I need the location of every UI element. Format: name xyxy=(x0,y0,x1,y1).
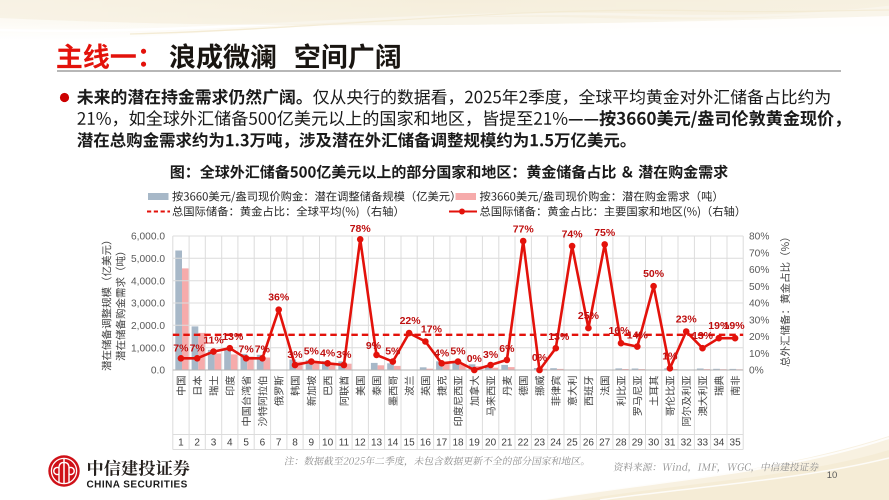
svg-text:14%: 14% xyxy=(627,330,649,342)
svg-text:23: 23 xyxy=(534,438,546,449)
svg-text:0%: 0% xyxy=(749,366,764,377)
svg-text:70%: 70% xyxy=(749,248,769,259)
svg-text:4: 4 xyxy=(227,438,233,449)
svg-text:10: 10 xyxy=(827,470,838,481)
svg-text:11: 11 xyxy=(339,438,350,449)
svg-text:6: 6 xyxy=(260,438,266,449)
svg-text:15: 15 xyxy=(404,438,416,449)
svg-text:8: 8 xyxy=(292,438,298,449)
svg-text:CHINA SECURITIES: CHINA SECURITIES xyxy=(87,480,188,491)
svg-text:29: 29 xyxy=(632,438,644,449)
svg-text:13: 13 xyxy=(371,438,383,449)
svg-text:1,000.0: 1,000.0 xyxy=(131,343,165,354)
svg-text:2,000.0: 2,000.0 xyxy=(131,321,165,332)
svg-text:7%: 7% xyxy=(173,342,189,354)
svg-text:1%: 1% xyxy=(662,350,678,362)
svg-text:30%: 30% xyxy=(749,315,769,326)
svg-text:9%: 9% xyxy=(366,340,382,352)
svg-text:22: 22 xyxy=(518,438,530,449)
svg-text:5%: 5% xyxy=(450,346,466,358)
svg-text:13%: 13% xyxy=(222,331,244,343)
svg-text:0.0: 0.0 xyxy=(151,366,165,377)
svg-text:20: 20 xyxy=(485,438,497,449)
svg-text:75%: 75% xyxy=(594,227,616,239)
svg-text:32: 32 xyxy=(681,438,693,449)
svg-text:34: 34 xyxy=(713,438,725,449)
svg-text:0%: 0% xyxy=(467,353,483,365)
svg-text:31: 31 xyxy=(664,438,676,449)
svg-text:4%: 4% xyxy=(320,347,336,359)
svg-text:14: 14 xyxy=(387,438,399,449)
svg-text:24: 24 xyxy=(550,438,562,449)
svg-text:7%: 7% xyxy=(239,343,255,355)
svg-text:16%: 16% xyxy=(608,325,630,337)
svg-text:3%: 3% xyxy=(336,349,352,361)
svg-text:4%: 4% xyxy=(434,347,450,359)
svg-text:50%: 50% xyxy=(643,268,665,280)
svg-text:77%: 77% xyxy=(513,224,535,236)
svg-text:13%: 13% xyxy=(692,330,714,342)
svg-text:3%: 3% xyxy=(483,349,499,361)
svg-text:11%: 11% xyxy=(203,335,224,347)
svg-text:12: 12 xyxy=(355,438,367,449)
svg-text:80%: 80% xyxy=(749,232,769,243)
svg-text:2: 2 xyxy=(194,438,200,449)
svg-text:7%: 7% xyxy=(255,343,271,355)
svg-text:60%: 60% xyxy=(749,265,769,276)
svg-text:21: 21 xyxy=(501,438,513,449)
svg-text:26: 26 xyxy=(583,438,595,449)
svg-text:9: 9 xyxy=(309,438,315,449)
svg-text:0%: 0% xyxy=(532,352,548,364)
svg-text:50%: 50% xyxy=(749,282,769,293)
svg-text:19%: 19% xyxy=(708,320,730,332)
svg-text:6,000.0: 6,000.0 xyxy=(131,232,165,243)
svg-text:30: 30 xyxy=(648,438,660,449)
svg-text:7%: 7% xyxy=(190,342,206,354)
svg-text:20%: 20% xyxy=(749,332,769,343)
svg-text:22%: 22% xyxy=(400,315,422,327)
svg-text:27: 27 xyxy=(599,438,611,449)
svg-text:25%: 25% xyxy=(578,310,600,322)
svg-text:3,000.0: 3,000.0 xyxy=(131,299,165,310)
svg-text:10%: 10% xyxy=(749,349,769,360)
svg-text:7: 7 xyxy=(276,438,282,449)
svg-text:10: 10 xyxy=(322,438,334,449)
svg-text:5%: 5% xyxy=(385,346,401,358)
svg-text:40%: 40% xyxy=(749,299,769,310)
svg-text:35: 35 xyxy=(730,438,742,449)
svg-text:16: 16 xyxy=(420,438,432,449)
svg-text:17%: 17% xyxy=(421,324,443,336)
svg-text:5: 5 xyxy=(243,438,249,449)
svg-text:3: 3 xyxy=(211,438,217,449)
svg-text:18: 18 xyxy=(452,438,464,449)
svg-text:74%: 74% xyxy=(562,229,584,241)
svg-text:19: 19 xyxy=(469,438,481,449)
svg-text:13%: 13% xyxy=(548,331,570,343)
svg-text:33: 33 xyxy=(697,438,709,449)
svg-text:4,000.0: 4,000.0 xyxy=(131,276,165,287)
svg-text:6%: 6% xyxy=(499,343,515,355)
svg-text:17: 17 xyxy=(436,438,448,449)
svg-text:5%: 5% xyxy=(304,346,320,358)
svg-text:28: 28 xyxy=(615,438,627,449)
svg-text:25: 25 xyxy=(567,438,579,449)
svg-text:23%: 23% xyxy=(676,314,698,326)
svg-text:5,000.0: 5,000.0 xyxy=(131,254,165,265)
svg-text:78%: 78% xyxy=(350,223,372,235)
svg-text:3%: 3% xyxy=(287,349,303,361)
svg-text:1: 1 xyxy=(178,438,184,449)
svg-text:36%: 36% xyxy=(268,292,290,304)
svg-text:19%: 19% xyxy=(724,320,746,332)
